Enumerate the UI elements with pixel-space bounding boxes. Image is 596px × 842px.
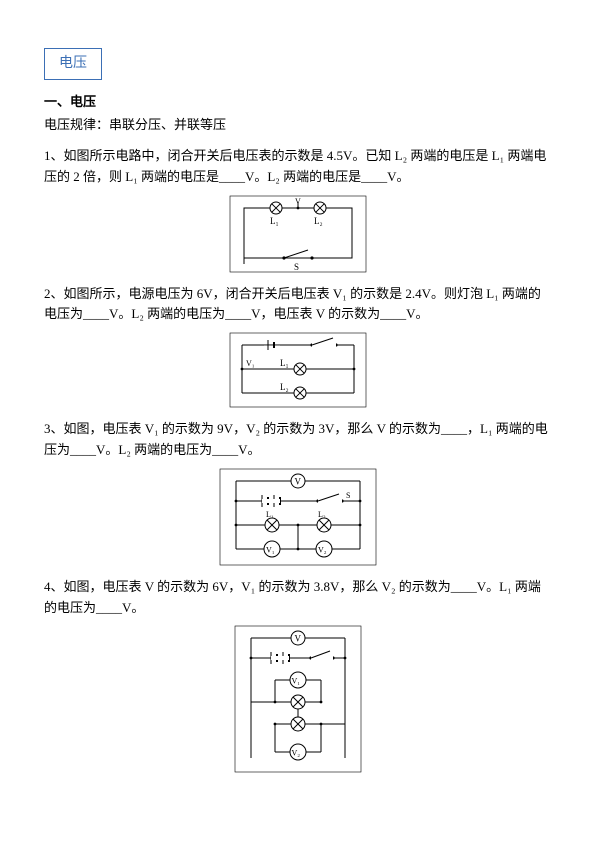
circuit3-l1-label: L₁ bbox=[266, 510, 274, 519]
question-2: 2、如图所示，电源电压为 6V，闭合开关后电压表 V₁ 的示数是 2.4V。则灯… bbox=[44, 284, 552, 326]
rule-line: 电压规律：串联分压、并联等压 bbox=[44, 115, 552, 136]
circuit3-s-label: S bbox=[346, 491, 350, 500]
circuit3-v2-label: V₂ bbox=[318, 545, 327, 554]
circuit-4-wrap: V V₁ bbox=[44, 624, 552, 774]
circuit2-l1-label: L₁ bbox=[280, 358, 289, 368]
circuit-1-wrap: V L₁ L₂ S bbox=[44, 194, 552, 274]
circuit2-l2-label: L₂ bbox=[280, 382, 289, 392]
section-heading: 一、电压 bbox=[44, 92, 552, 113]
circuit1-l2-label: L₂ bbox=[314, 216, 323, 226]
circuit3-l2-label: L₂ bbox=[318, 510, 326, 519]
q1-num: 1、 bbox=[44, 148, 64, 163]
circuit4-v1-label: V₁ bbox=[292, 677, 301, 686]
section-title: 一、电压 bbox=[44, 94, 96, 109]
circuit-2-wrap: V₁ L₁ L₂ bbox=[44, 331, 552, 409]
circuit4-v-label: V bbox=[295, 634, 302, 644]
q2-num: 2、 bbox=[44, 286, 64, 301]
circuit1-v-label: V bbox=[295, 197, 301, 206]
topic-badge: 电压 bbox=[44, 48, 102, 80]
q4-num: 4、 bbox=[44, 579, 64, 594]
q4-text: 如图，电压表 V 的示数为 6V，V₁ 的示数为 3.8V，那么 V₂ 的示数为… bbox=[44, 579, 541, 615]
circuit-3-wrap: V S L₁ L₂ V₁ V₂ bbox=[44, 467, 552, 567]
question-3: 3、如图，电压表 V₁ 的示数为 9V，V₂ 的示数为 3V，那么 V 的示数为… bbox=[44, 419, 552, 461]
q3-num: 3、 bbox=[44, 421, 64, 436]
circuit2-v1-label: V₁ bbox=[246, 359, 255, 368]
circuit-3: V S L₁ L₂ V₁ V₂ bbox=[218, 467, 378, 567]
rule-label: 电压规律： bbox=[44, 117, 109, 132]
circuit-1: V L₁ L₂ S bbox=[228, 194, 368, 274]
q3-text: 如图，电压表 V₁ 的示数为 9V，V₂ 的示数为 3V，那么 V 的示数为__… bbox=[44, 421, 548, 457]
circuit3-v1-label: V₁ bbox=[266, 545, 275, 554]
circuit4-v2-label: V₂ bbox=[292, 749, 301, 758]
circuit3-v-label: V bbox=[295, 476, 302, 486]
q1-text: 如图所示电路中，闭合开关后电压表的示数是 4.5V。已知 L₂ 两端的电压是 L… bbox=[44, 148, 546, 184]
question-4: 4、如图，电压表 V 的示数为 6V，V₁ 的示数为 3.8V，那么 V₂ 的示… bbox=[44, 577, 552, 619]
circuit-2: V₁ L₁ L₂ bbox=[228, 331, 368, 409]
q2-text: 如图所示，电源电压为 6V，闭合开关后电压表 V₁ 的示数是 2.4V。则灯泡 … bbox=[44, 286, 541, 322]
circuit1-s-label: S bbox=[294, 262, 299, 272]
circuit1-l1-label: L₁ bbox=[270, 216, 279, 226]
circuit-4: V V₁ bbox=[233, 624, 363, 774]
question-1: 1、如图所示电路中，闭合开关后电压表的示数是 4.5V。已知 L₂ 两端的电压是… bbox=[44, 146, 552, 188]
rule-text: 串联分压、并联等压 bbox=[109, 117, 226, 132]
